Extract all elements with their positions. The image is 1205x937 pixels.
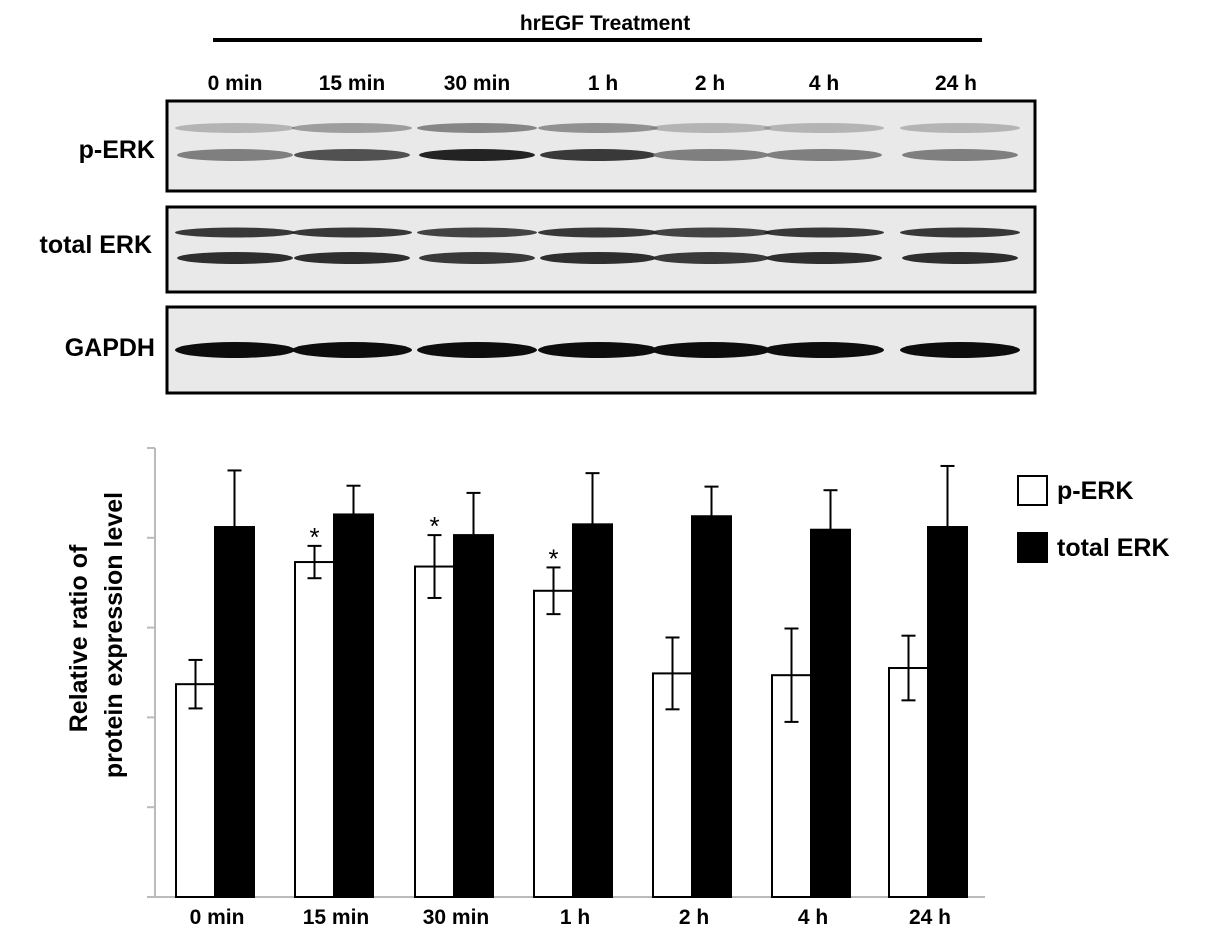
blot-band-lower [653,149,769,161]
blot-band-upper [292,123,412,133]
lane-labels: 0 min 15 min 30 min 1 h 2 h 4 h 24 h [208,72,977,95]
blot-band-lower [294,252,410,264]
bar-p-erk [771,674,812,898]
bar-total-erk [810,528,851,899]
x-tick-label: 24 h [909,906,951,929]
blot-band-lower [540,149,656,161]
lane-label: 4 h [809,72,839,95]
lane-label: 15 min [319,72,386,95]
blot-band-upper [417,123,537,133]
blot-band-upper [175,123,295,133]
blot-band-lower [653,252,769,264]
legend-label-p-erk: p-ERK [1057,477,1133,505]
blot-label-p-erk: p-ERK [79,136,155,164]
significance-asterisk: * [548,543,558,573]
blot-band-upper [292,227,412,238]
y-axis-label-line-2: protein expression level [100,492,128,778]
legend: p-ERK total ERK [1017,475,1170,563]
blot-band-upper [538,123,658,133]
blot-band-lower [766,252,882,264]
significance-asterisk: * [429,511,439,541]
blot-band-upper [764,227,884,238]
x-tick-label: 0 min [190,906,245,929]
blot-band-lower [419,252,535,264]
bar-p-erk [533,589,574,898]
blot-band-lower [177,149,293,161]
blot-band [417,342,537,358]
blot-band-lower [177,252,293,264]
blot-band [175,342,295,358]
bar-total-erk [333,513,374,899]
blot-label-total-erk: total ERK [40,231,153,259]
bar-p-erk [888,667,929,899]
legend-swatch-total-erk [1017,532,1048,563]
lane-label: 30 min [444,72,511,95]
blot-band [900,342,1020,358]
lane-label: 0 min [208,72,263,95]
blot-band-lower [419,149,535,161]
bar-total-erk [453,534,494,899]
legend-label-total-erk: total ERK [1057,534,1170,562]
x-tick-label: 4 h [798,906,828,929]
legend-swatch-p-erk [1017,475,1048,506]
x-tick-label: 2 h [679,906,709,929]
blot-panel [165,99,1037,193]
lane-label: 1 h [588,72,618,95]
bar-chart: 0 min 15 min 30 min 1 h 2 h 4 h 24 h * * * [147,447,985,929]
significance-asterisk: * [309,522,319,552]
x-tick-labels: 0 min 15 min 30 min 1 h 2 h 4 h 24 h [190,906,951,929]
blot-band-upper [651,227,771,238]
bar-p-erk [175,683,216,899]
x-tick-label: 1 h [560,906,590,929]
y-axis-label-line-1: Relative ratio of [65,544,93,732]
lane-label: 2 h [695,72,725,95]
blot-band [292,342,412,358]
blot-band-lower [766,149,882,161]
blot-band-upper [417,227,537,238]
blot-band-lower [294,149,410,161]
blot-band-upper [900,123,1020,133]
lane-label: 24 h [935,72,977,95]
blot-band-lower [902,252,1018,264]
blot-band-lower [540,252,656,264]
bar-total-erk [691,515,732,898]
blot-band-lower [902,149,1018,161]
chart-bars [175,464,968,899]
x-tick-label: 30 min [423,906,490,929]
bar-p-erk [414,565,455,898]
blot-band [651,342,771,358]
blot-band [764,342,884,358]
bar-total-erk [572,523,613,899]
blot-panel [165,205,1037,294]
blot-band-upper [764,123,884,133]
blot-band-upper [175,227,295,238]
blot-band [538,342,658,358]
bar-p-erk [652,672,693,899]
blot-band-upper [651,123,771,133]
y-axis-label: Relative ratio of protein expression lev… [65,492,128,778]
blot-panels [165,99,1037,395]
significance-markers: * * * [309,511,558,573]
blot-band-upper [538,227,658,238]
treatment-label: hrEGF Treatment [520,12,690,35]
blot-label-gapdh: GAPDH [65,334,155,362]
blot-band-upper [900,227,1020,238]
x-tick-label: 15 min [303,906,370,929]
bar-p-erk [294,561,335,899]
